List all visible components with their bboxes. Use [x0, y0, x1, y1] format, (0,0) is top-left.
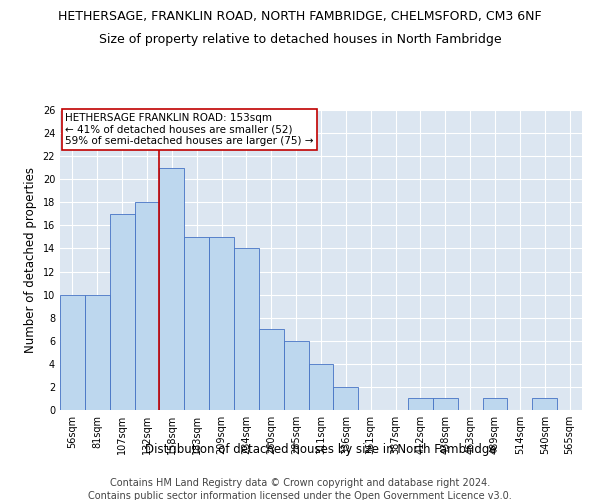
Text: HETHERSAGE FRANKLIN ROAD: 153sqm
← 41% of detached houses are smaller (52)
59% o: HETHERSAGE FRANKLIN ROAD: 153sqm ← 41% o… — [65, 113, 314, 146]
Bar — [433, 398, 458, 410]
Bar — [110, 214, 134, 410]
Text: Contains public sector information licensed under the Open Government Licence v3: Contains public sector information licen… — [88, 491, 512, 500]
Text: Contains HM Land Registry data © Crown copyright and database right 2024.: Contains HM Land Registry data © Crown c… — [110, 478, 490, 488]
Bar — [160, 168, 184, 410]
Text: Size of property relative to detached houses in North Fambridge: Size of property relative to detached ho… — [98, 32, 502, 46]
Bar — [134, 202, 160, 410]
Bar — [308, 364, 334, 410]
Bar — [408, 398, 433, 410]
Bar — [234, 248, 259, 410]
Bar — [60, 294, 85, 410]
Bar — [284, 341, 308, 410]
Text: HETHERSAGE, FRANKLIN ROAD, NORTH FAMBRIDGE, CHELMSFORD, CM3 6NF: HETHERSAGE, FRANKLIN ROAD, NORTH FAMBRID… — [58, 10, 542, 23]
Bar — [184, 237, 209, 410]
Bar — [334, 387, 358, 410]
Bar — [482, 398, 508, 410]
Bar — [259, 329, 284, 410]
Y-axis label: Number of detached properties: Number of detached properties — [24, 167, 37, 353]
Bar — [532, 398, 557, 410]
Bar — [85, 294, 110, 410]
Text: Distribution of detached houses by size in North Fambridge: Distribution of detached houses by size … — [145, 442, 497, 456]
Bar — [209, 237, 234, 410]
